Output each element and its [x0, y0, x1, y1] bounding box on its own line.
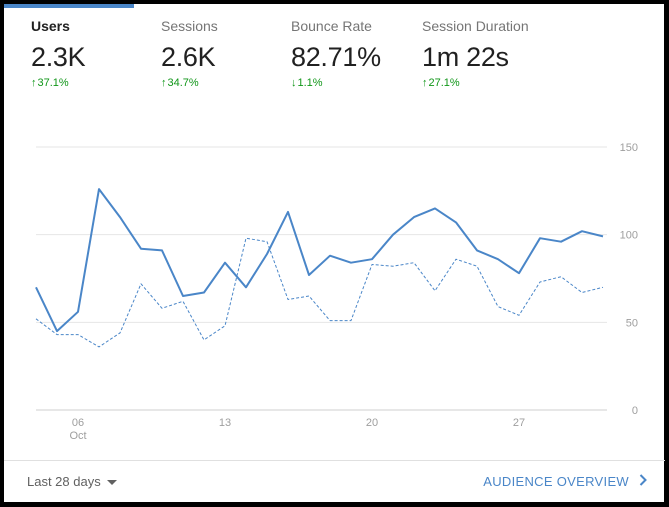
- metric-value: 82.71%: [291, 42, 381, 72]
- metric-tab-session-duration[interactable]: Session Duration 1m 22s ↑27.1%: [422, 18, 529, 89]
- arrow-up-icon: ↑: [31, 77, 37, 89]
- date-range-dropdown[interactable]: Last 28 days: [27, 474, 117, 489]
- audience-widget: [4, 4, 664, 502]
- metric-label: Users: [31, 18, 70, 34]
- x-tick-sublabel: Oct: [69, 430, 86, 442]
- metric-delta: ↓1.1%: [291, 77, 323, 89]
- x-tick-label: 06: [72, 417, 84, 429]
- y-tick-label: 50: [626, 317, 638, 329]
- metric-delta: ↑27.1%: [422, 77, 460, 89]
- arrow-up-icon: ↑: [422, 77, 428, 89]
- metric-delta: ↑37.1%: [31, 77, 69, 89]
- metric-value: 2.3K: [31, 42, 86, 72]
- metric-tab-sessions[interactable]: Sessions 2.6K ↑34.7%: [161, 18, 218, 89]
- x-tick-label: 13: [219, 417, 231, 429]
- active-metric-indicator: [4, 4, 134, 8]
- y-tick-label: 0: [632, 405, 638, 417]
- caret-down-icon: [106, 480, 117, 486]
- metric-label: Session Duration: [422, 18, 529, 34]
- y-tick-label: 100: [620, 230, 638, 242]
- series-line-current: [35, 188, 604, 333]
- metric-label: Sessions: [161, 18, 218, 34]
- y-tick-label: 150: [620, 142, 638, 154]
- metric-tab-bounce-rate[interactable]: Bounce Rate 82.71% ↓1.1%: [291, 18, 381, 89]
- x-tick-label: 27: [513, 417, 525, 429]
- chevron-right-icon: [639, 474, 647, 489]
- metric-tab-users[interactable]: Users 2.3K ↑37.1%: [31, 18, 86, 89]
- metric-delta: ↑34.7%: [161, 77, 199, 89]
- arrow-down-icon: ↓: [291, 77, 297, 89]
- x-tick-label: 20: [366, 417, 378, 429]
- series-line-previous: [35, 237, 604, 348]
- metric-value: 2.6K: [161, 42, 216, 72]
- audience-overview-label: AUDIENCE OVERVIEW: [483, 474, 629, 489]
- metric-value: 1m 22s: [422, 42, 509, 72]
- arrow-up-icon: ↑: [161, 77, 167, 89]
- audience-overview-link[interactable]: AUDIENCE OVERVIEW: [483, 474, 647, 489]
- footer-divider: [4, 460, 665, 461]
- metric-label: Bounce Rate: [291, 18, 372, 34]
- date-range-label: Last 28 days: [27, 474, 101, 489]
